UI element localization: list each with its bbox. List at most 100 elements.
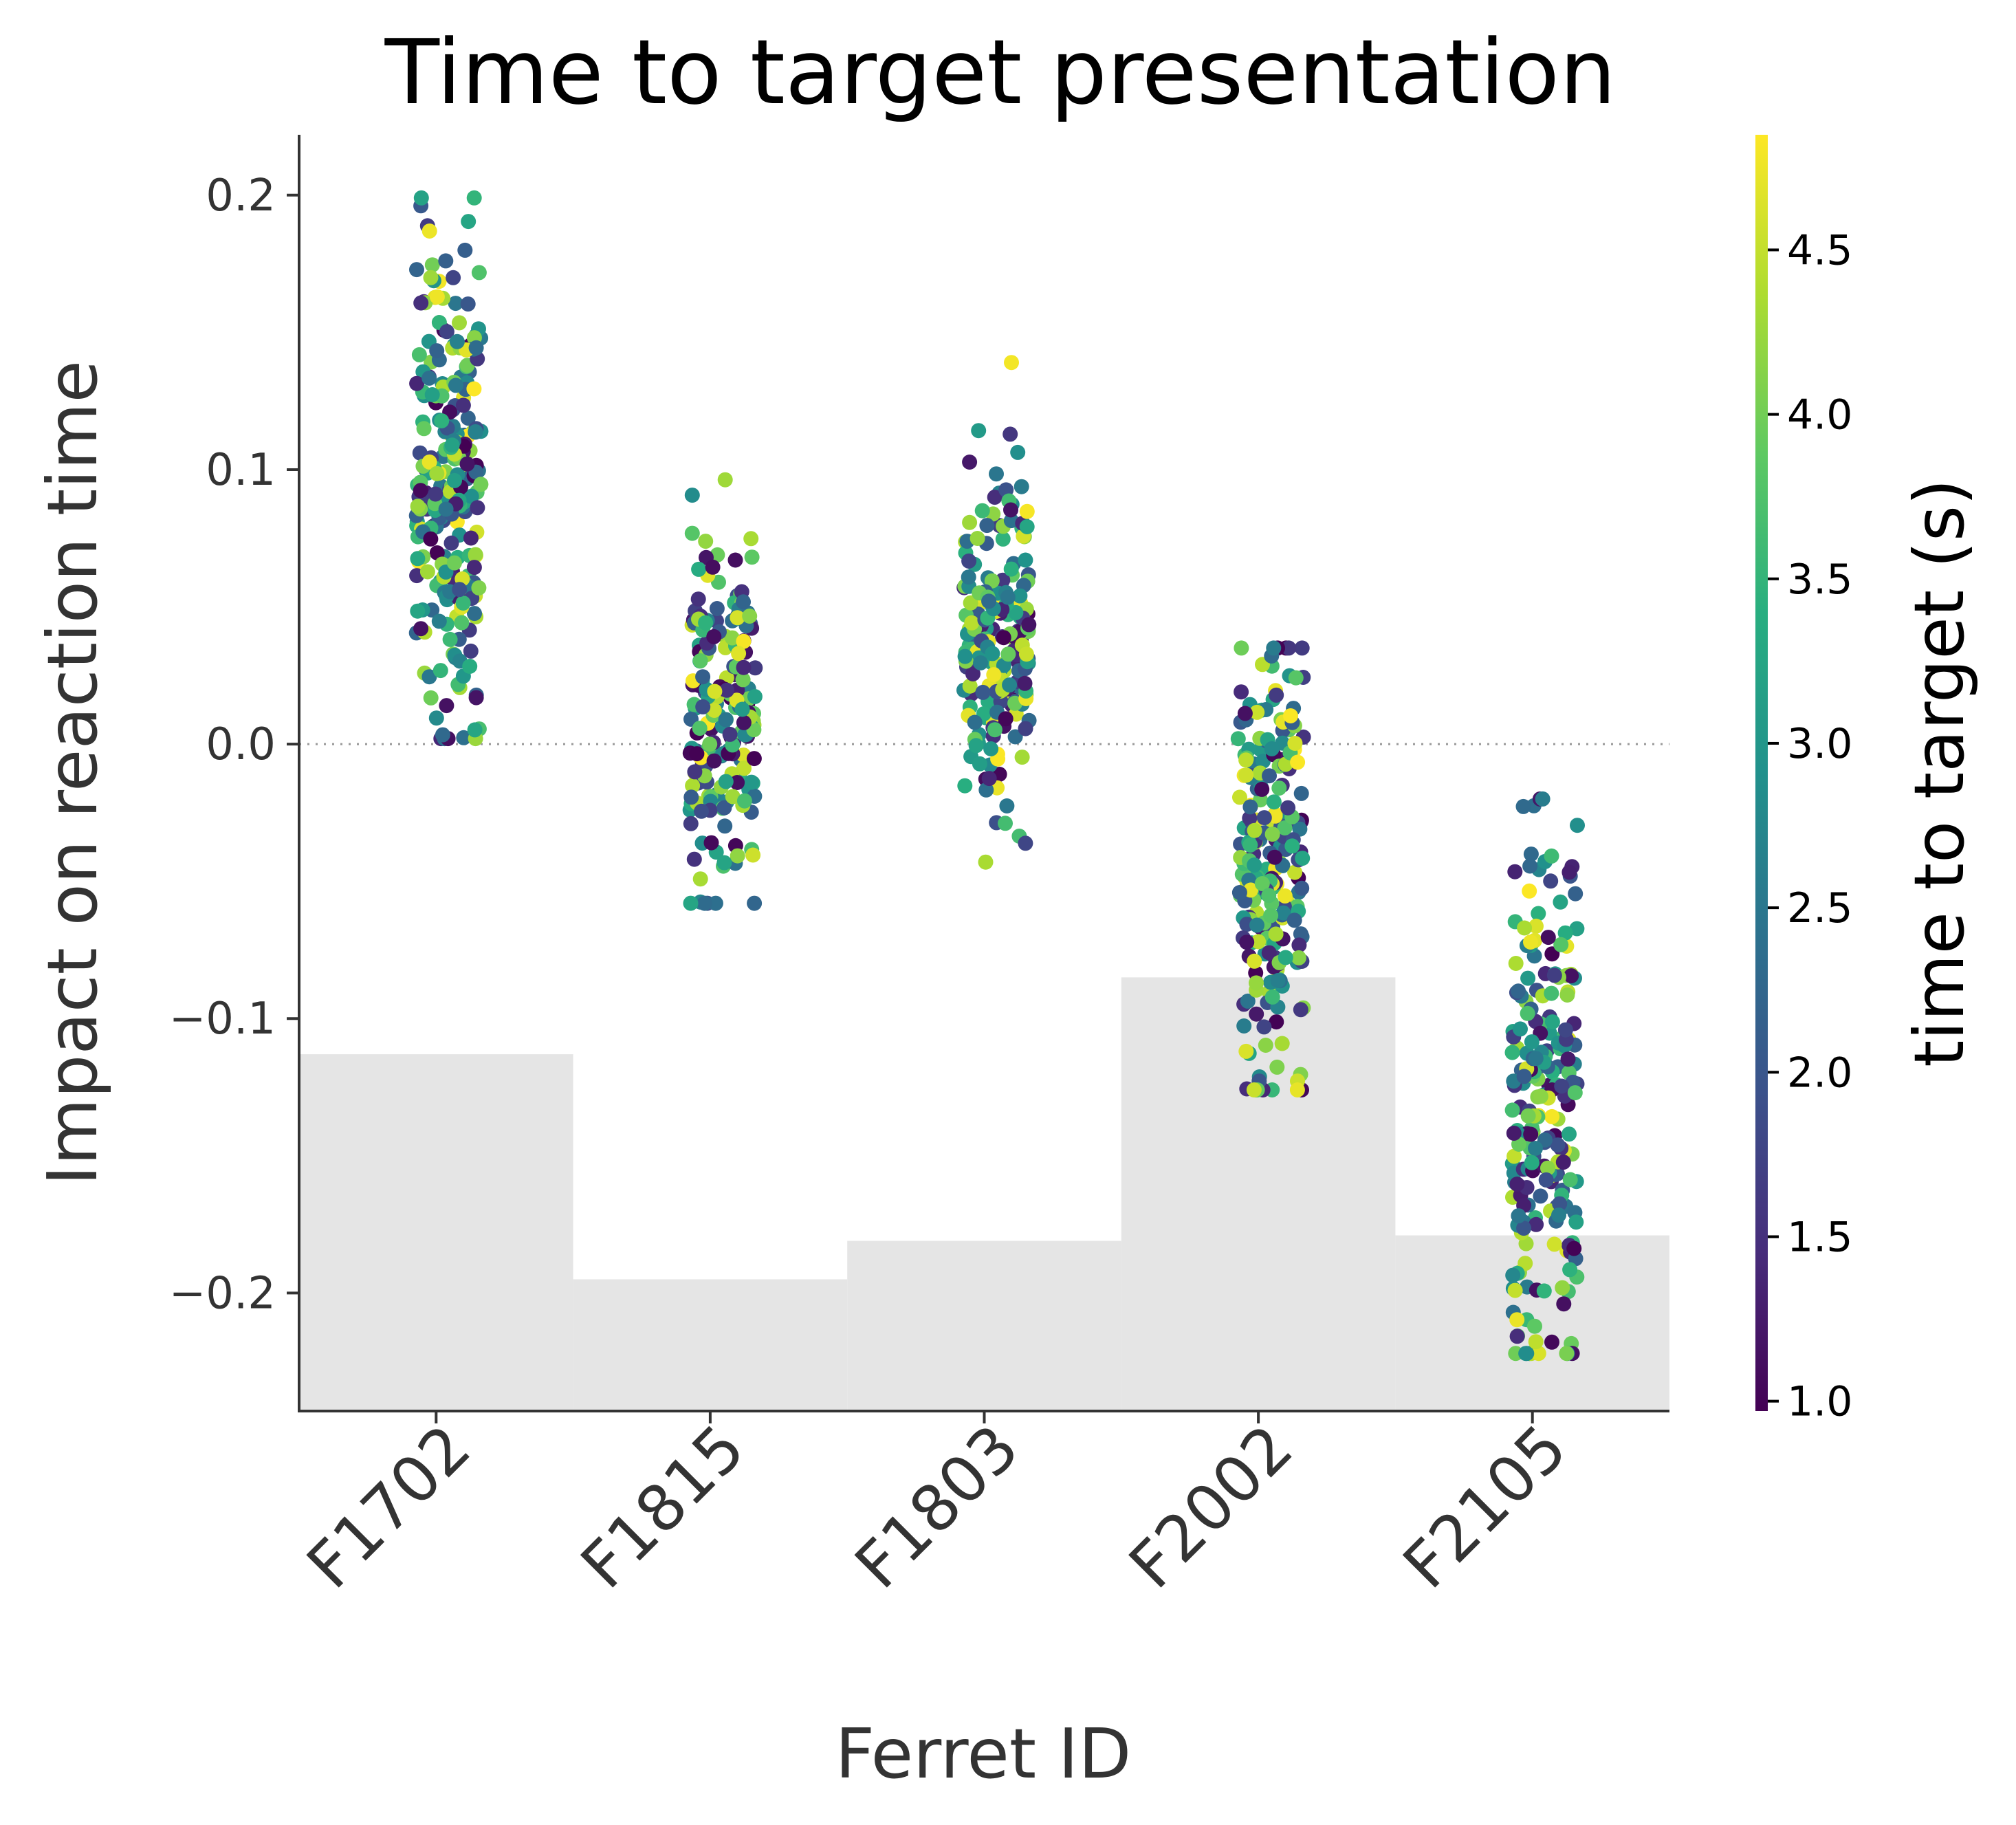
point-F2105 [1544,985,1559,1001]
point-F2105 [1540,1160,1555,1176]
point-F1815 [709,601,725,616]
point-F2105 [1515,798,1531,814]
point-F2105 [1559,987,1575,1003]
point-F2105 [1553,894,1568,910]
colorbar-tick-label: 2.0 [1787,1049,1852,1097]
point-F1702 [466,381,482,397]
point-F1803 [957,778,973,794]
point-F2105 [1562,864,1577,880]
y-axis-ticks: −0.2 −0.1 0.0 0.1 0.2 [169,171,299,1319]
point-F1815 [690,591,706,607]
point-F1702 [473,477,489,492]
point-F1815 [736,633,752,649]
colorbar-tick-label: 4.5 [1787,226,1852,274]
point-F2105 [1522,883,1537,899]
point-F1815 [698,615,714,631]
point-F2002 [1247,953,1262,969]
point-F2105 [1516,1221,1532,1236]
point-F1702 [432,663,448,679]
point-F1702 [448,378,463,393]
point-F1702 [429,466,445,481]
point-F2002 [1232,789,1247,805]
point-F1803 [1018,552,1033,568]
point-F1815 [695,669,711,685]
point-F2002 [1236,1018,1252,1034]
point-F1815 [719,682,734,698]
point-F2105 [1507,1282,1523,1298]
point-F2105 [1511,1208,1526,1224]
point-F1803 [963,595,978,611]
point-F2105 [1509,1329,1525,1344]
point-F1803 [986,667,1002,683]
point-F2105 [1546,968,1562,983]
point-F2002 [1291,937,1307,953]
point-F1702 [424,257,440,273]
point-F1815 [724,630,740,646]
point-F2002 [1287,864,1303,880]
point-F1815 [694,803,710,819]
point-F1815 [747,689,763,704]
point-F1702 [421,223,437,239]
point-F2105 [1517,920,1533,936]
background-bar-F1702 [299,1054,573,1411]
point-F2002 [1289,1082,1305,1097]
point-F1702 [460,411,476,426]
point-F2002 [1277,820,1293,835]
point-F1815 [706,703,722,718]
point-F2105 [1522,858,1538,874]
point-F1803 [1018,646,1034,662]
y-tick-label: 0.2 [206,171,276,221]
point-F1815 [684,525,700,541]
point-F2002 [1286,912,1302,928]
point-F1702 [431,613,447,629]
point-F1815 [735,672,751,688]
point-F1702 [466,560,482,576]
point-F1702 [468,340,484,356]
point-F2002 [1264,989,1280,1005]
point-F1803 [975,684,991,700]
point-F1702 [423,270,439,285]
colorbar-ticks: 1.0 1.5 2.0 2.5 3.0 3.5 4.0 4.5 [1768,226,1852,1426]
point-F2105 [1529,1216,1544,1232]
point-F1702 [467,722,483,738]
point-F1815 [705,559,721,575]
point-F1815 [747,660,763,676]
point-F1803 [1000,589,1016,605]
point-F1702 [421,454,437,470]
point-F2002 [1249,975,1264,991]
point-F2105 [1564,968,1579,984]
point-F1815 [707,684,723,699]
point-F1702 [413,295,429,311]
point-F1815 [683,816,699,831]
point-F2105 [1543,873,1559,889]
point-F1815 [708,895,723,911]
point-F2002 [1270,973,1286,988]
point-F1803 [978,782,994,798]
point-F1702 [434,413,450,428]
point-F1803 [962,678,978,694]
point-F1803 [965,666,980,681]
point-F1702 [429,343,445,359]
point-F1815 [716,800,732,816]
point-F1815 [687,764,703,780]
colorbar-tick-label: 3.5 [1787,556,1852,604]
point-F1803 [1002,426,1018,442]
point-F2002 [1293,926,1308,942]
point-F2002 [1247,822,1262,838]
point-F2105 [1504,1045,1520,1060]
point-F1815 [747,895,763,911]
point-F2105 [1544,1108,1560,1124]
point-F1803 [1014,479,1029,494]
point-F1815 [718,712,734,728]
point-F2105 [1528,1141,1543,1156]
point-F2105 [1528,1334,1544,1350]
point-F1815 [736,659,752,675]
y-tick-label: 0.0 [206,719,276,770]
point-F1803 [1003,502,1018,518]
point-F1803 [961,569,976,585]
point-F1815 [711,574,726,590]
point-F2002 [1234,684,1249,700]
point-F1815 [717,818,733,834]
point-F1803 [1012,588,1028,604]
point-F2105 [1538,1172,1554,1188]
